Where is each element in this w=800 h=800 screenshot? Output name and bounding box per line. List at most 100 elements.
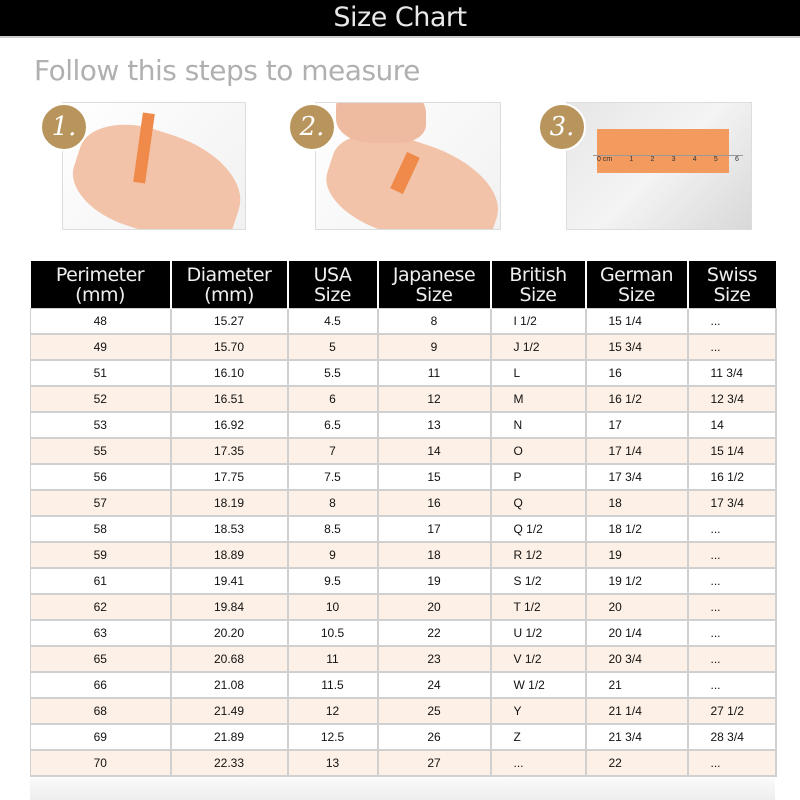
table-cell: ... <box>687 645 777 673</box>
step-1-image <box>62 102 246 230</box>
table-cell: J 1/2 <box>490 333 587 361</box>
table-cell: 65 <box>30 645 172 673</box>
step-1-badge: 1. <box>40 103 88 151</box>
table-cell: V 1/2 <box>490 645 587 673</box>
table-row: 56 17.75 7.5 15 P 17 3/4 16 1/2 <box>30 463 777 491</box>
table-cell: 17 3/4 <box>687 489 777 517</box>
table-cell: ... <box>687 515 777 543</box>
table-cell: 21 <box>585 671 689 699</box>
table-cell: 21 1/4 <box>585 697 689 725</box>
table-cell: 14 <box>687 411 777 439</box>
column-header-line: Size <box>519 283 557 306</box>
table-cell: 12 3/4 <box>687 385 777 413</box>
table-row: 66 21.08 11.5 24 W 1/2 21... <box>30 671 777 699</box>
table-cell: 14 <box>377 437 492 465</box>
table-cell: 26 <box>377 723 492 751</box>
table-cell: 68 <box>30 697 172 725</box>
hand-illustration <box>63 109 245 229</box>
table-cell: 7.5 <box>287 463 379 491</box>
ruler-label: 6 <box>735 156 739 163</box>
table-cell: ... <box>687 541 777 569</box>
table-cell: Q <box>490 489 587 517</box>
column-header-line: British <box>509 263 567 286</box>
table-cell: 5 <box>287 333 379 361</box>
column-header-line: German <box>599 263 674 286</box>
table-cell: W 1/2 <box>490 671 587 699</box>
table-cell: 18 <box>585 489 689 517</box>
table-cell: L <box>490 359 587 387</box>
table-cell: 70 <box>30 749 172 777</box>
ruler-label: 5 <box>713 156 718 163</box>
table-cell: 20.68 <box>170 645 289 673</box>
table-cell: 57 <box>30 489 172 517</box>
table-cell: 6.5 <box>287 411 379 439</box>
table-cell: 15.70 <box>170 333 289 361</box>
table-cell: M <box>490 385 587 413</box>
column-header: USA Size <box>287 261 379 309</box>
table-cell: 19 1/2 <box>585 567 689 595</box>
fingers-illustration <box>336 103 426 143</box>
step-3-image: 0 cm 1 2 3 4 5 6 <box>566 102 752 230</box>
table-row: 59 18.89 9 18 R 1/2 19... <box>30 541 777 569</box>
ruler-label: 2 <box>650 156 655 163</box>
table-cell: 18 <box>377 541 492 569</box>
table-cell: 49 <box>30 333 172 361</box>
table-cell: 15.27 <box>170 308 289 335</box>
table-cell: 16 <box>377 489 492 517</box>
table-cell: 21.08 <box>170 671 289 699</box>
table-cell: 27 <box>377 749 492 777</box>
table-row: 62 19.84 10 20 T 1/2 20... <box>30 593 777 621</box>
table-cell: 19.84 <box>170 593 289 621</box>
table-header-row: Perimeter (mm) Diameter (mm) USA Size Japanese… <box>30 261 776 309</box>
table-cell: ... <box>687 749 777 777</box>
table-cell: O <box>490 437 587 465</box>
table-cell: 4.5 <box>287 308 379 335</box>
table-cell: 53 <box>30 411 172 439</box>
table-cell: 59 <box>30 541 172 569</box>
table-cell: 66 <box>30 671 172 699</box>
table-cell: 28 3/4 <box>687 723 777 751</box>
table-cell: 11 <box>287 645 379 673</box>
ruler-label: 0 cm <box>597 156 613 163</box>
ruler-label: 1 <box>629 156 634 163</box>
table-cell: 15 1/4 <box>687 437 777 465</box>
ruler-label: 4 <box>692 156 697 163</box>
table-cell: 20 <box>377 593 492 621</box>
table-cell: 12 <box>287 697 379 725</box>
table-cell: 48 <box>30 308 172 335</box>
table-cell: 11 <box>377 359 492 387</box>
table-cell: ... <box>687 333 777 361</box>
table-cell: 18.19 <box>170 489 289 517</box>
table-cell: 27 1/2 <box>687 697 777 725</box>
column-header: Perimeter (mm) <box>30 261 172 309</box>
table-cell: P <box>490 463 587 491</box>
table-row: 61 19.41 9.5 19 S 1/2 19 1/2... <box>30 567 777 595</box>
table-cell: 15 1/4 <box>585 308 689 335</box>
table-cell: U 1/2 <box>490 619 587 647</box>
table-cell: 9.5 <box>287 567 379 595</box>
column-header-line: Swiss <box>706 263 758 286</box>
table-row: 70 22.33 13 27... 22... <box>30 749 777 777</box>
table-cell: 18.89 <box>170 541 289 569</box>
table-cell: ... <box>687 671 777 699</box>
footer-strip <box>30 778 775 800</box>
table-cell: 16.51 <box>170 385 289 413</box>
table-cell: 12 <box>377 385 492 413</box>
table-cell: 13 <box>377 411 492 439</box>
column-header: British Size <box>490 261 587 309</box>
table-cell: 52 <box>30 385 172 413</box>
table-cell: 21.89 <box>170 723 289 751</box>
table-cell: 24 <box>377 671 492 699</box>
column-header-line: (mm) <box>204 283 254 306</box>
column-header: Swiss Size <box>687 261 776 309</box>
table-cell: 10 <box>287 593 379 621</box>
table-cell: 56 <box>30 463 172 491</box>
step-3-badge: 3. <box>538 103 586 151</box>
table-cell: 19 <box>585 541 689 569</box>
table-cell: 8 <box>377 308 492 335</box>
table-row: 57 18.19 8 16 Q 18 17 3/4 <box>30 489 777 517</box>
column-header-line: Diameter <box>186 263 272 286</box>
table-cell: 21.49 <box>170 697 289 725</box>
table-row: 49 15.70 5 9 J 1/2 15 3/4... <box>30 333 777 361</box>
page-title: Size Chart <box>0 0 800 38</box>
